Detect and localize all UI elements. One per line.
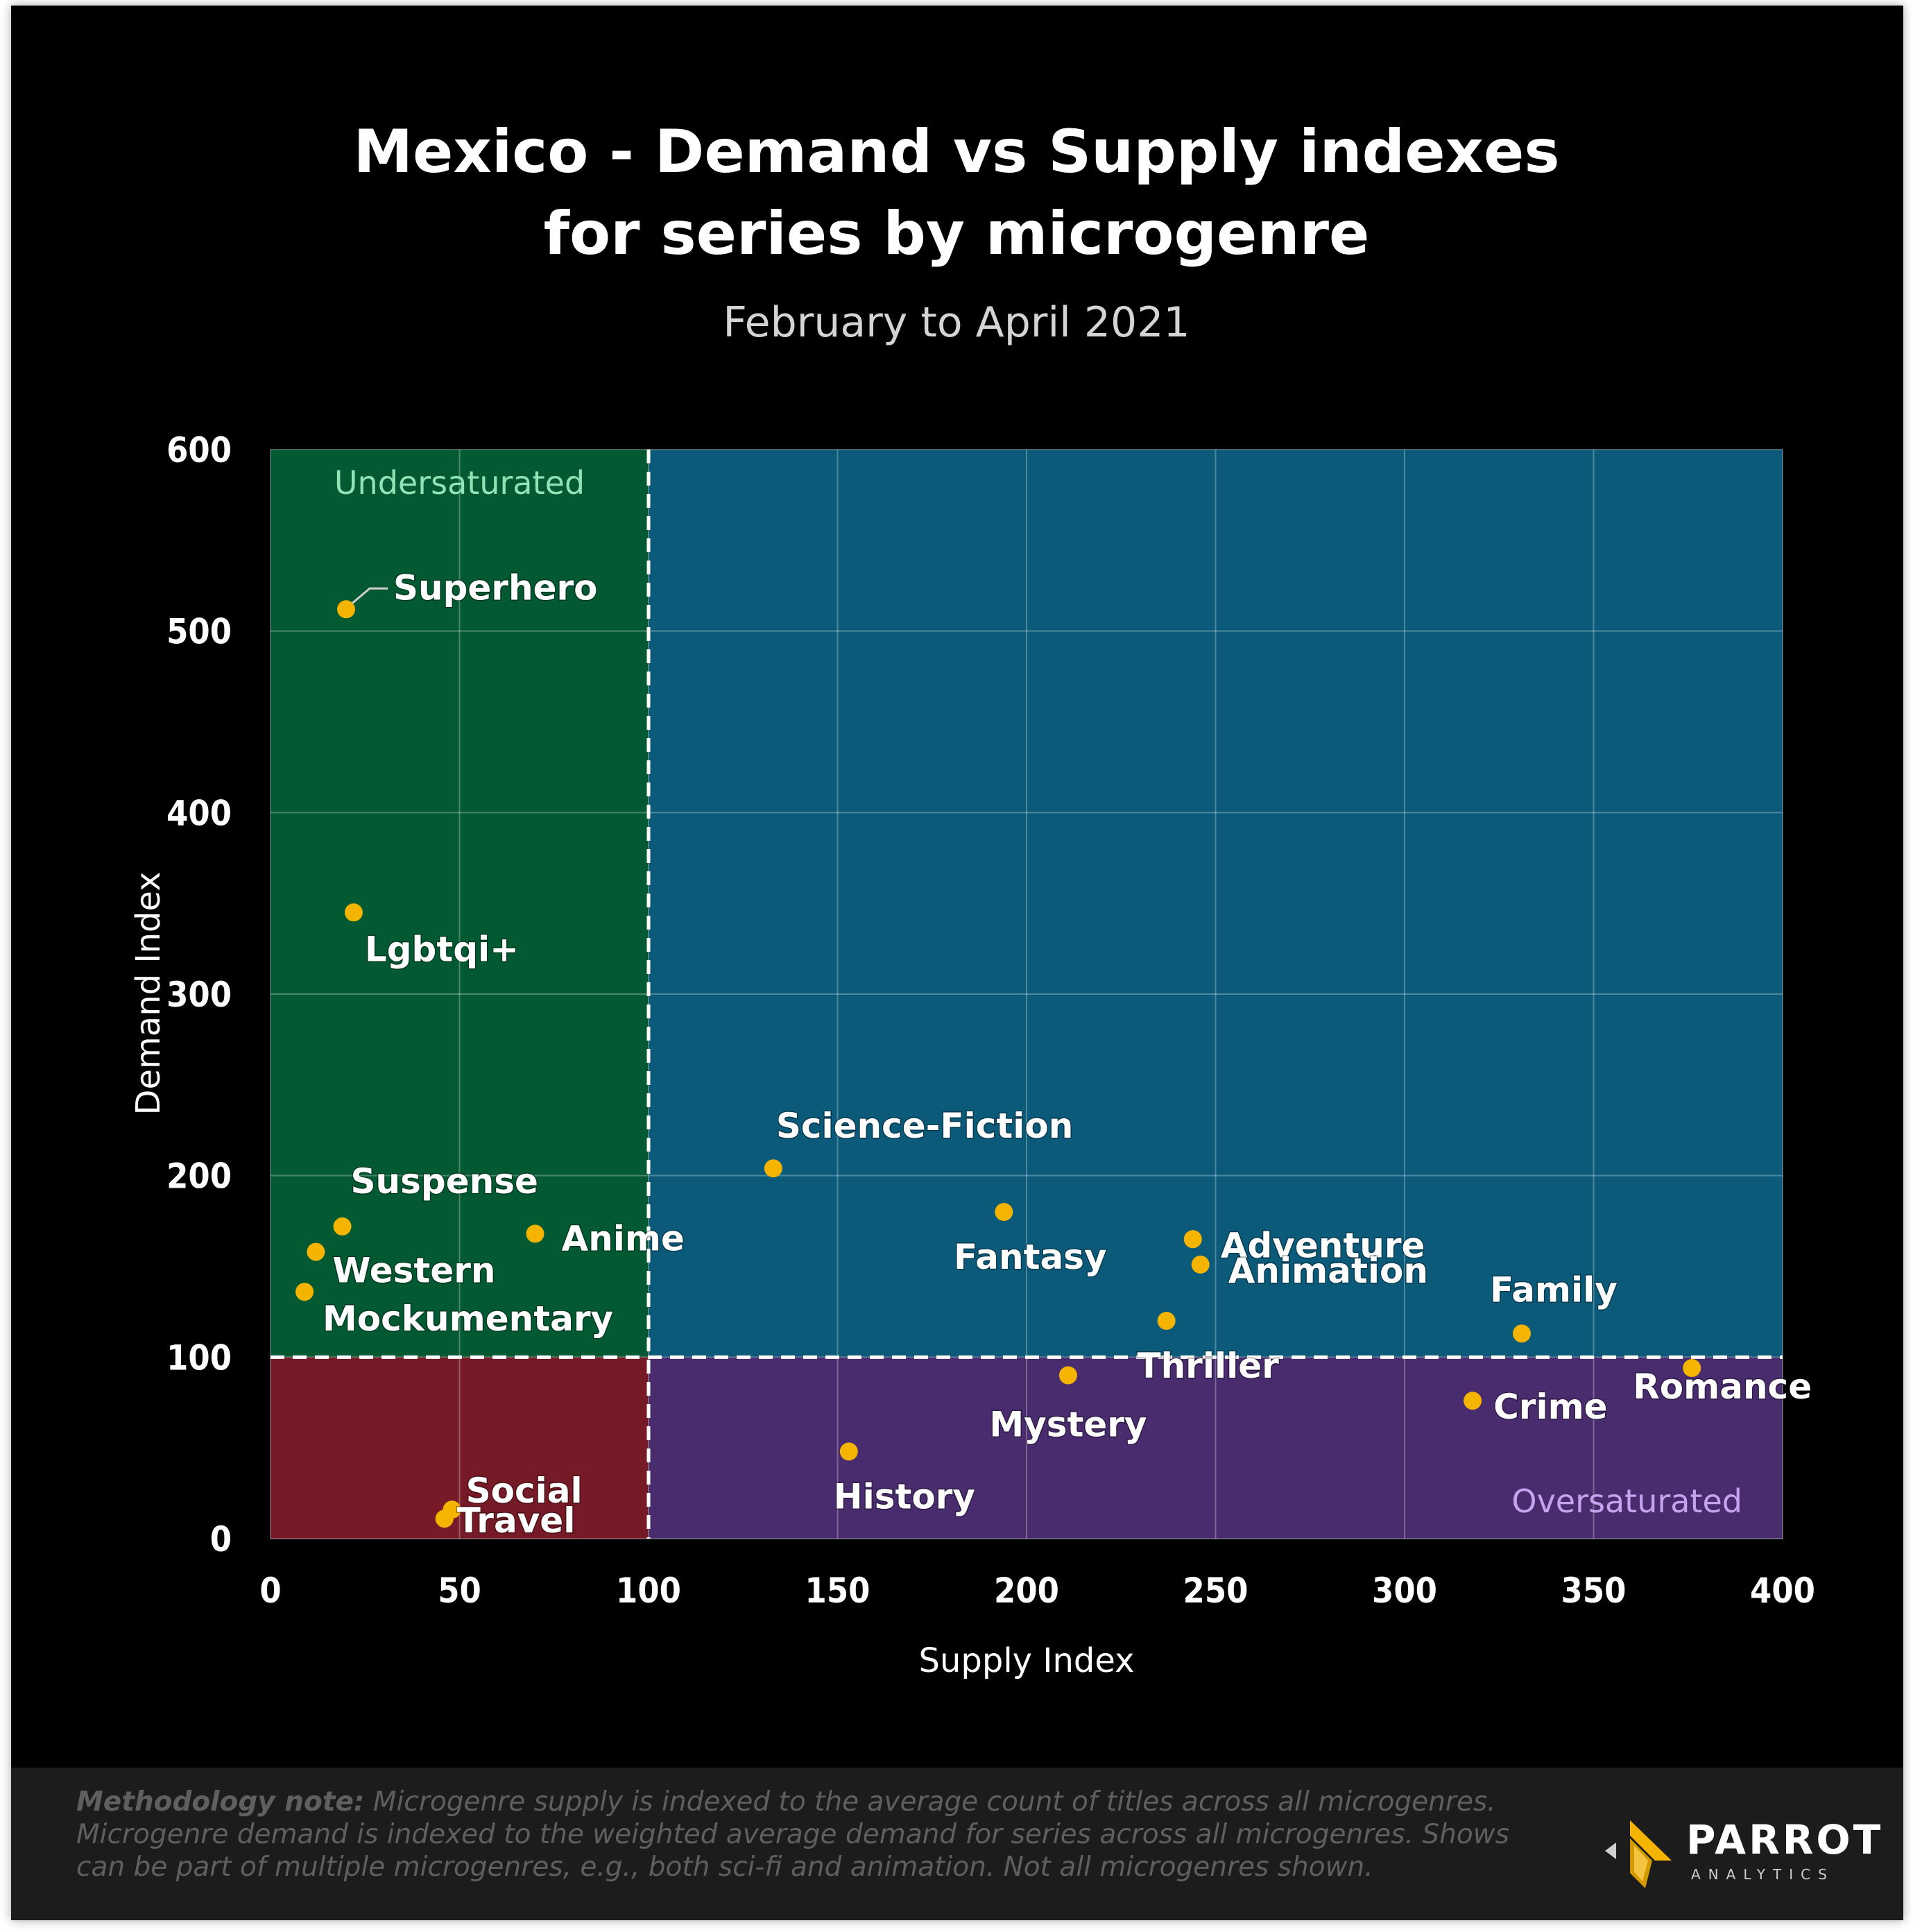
label-history: History [834, 1476, 975, 1516]
undersaturated-label: Undersaturated [334, 464, 585, 502]
parrot-analytics-logo: PARROT ANALYTICS [1599, 1815, 1891, 1891]
label-mockumentary: Mockumentary [323, 1299, 613, 1339]
label-anime: Anime [562, 1218, 685, 1258]
label-superhero: Superhero [393, 567, 597, 608]
x-tick-label: 300 [1372, 1571, 1437, 1611]
point-crime [1464, 1392, 1482, 1410]
label-adventure: Adventure [1221, 1225, 1425, 1265]
y-tick-label: 400 [166, 793, 232, 833]
y-tick-label: 500 [166, 612, 232, 652]
x-tick-label: 250 [1183, 1571, 1249, 1611]
x-tick-label: 100 [616, 1571, 681, 1611]
y-tick-label: 0 [210, 1519, 232, 1559]
label-science-fiction: Science-Fiction [776, 1106, 1074, 1146]
point-suspense [333, 1217, 352, 1236]
methodology-note-text: Microgenre supply is indexed to the aver… [76, 1786, 1509, 1883]
point-thriller [1157, 1312, 1176, 1330]
label-western: Western [332, 1251, 495, 1291]
chart-subtitle: February to April 2021 [723, 298, 1190, 347]
label-social: Social [466, 1471, 583, 1511]
x-tick-label: 400 [1750, 1571, 1815, 1611]
y-tick-label: 200 [166, 1156, 232, 1197]
point-family [1512, 1324, 1531, 1343]
quadrant-top-right [649, 450, 1783, 1358]
point-adventure [1183, 1230, 1202, 1249]
x-tick-label: 350 [1561, 1571, 1627, 1611]
parrot-mark-icon [1605, 1820, 1672, 1888]
oversaturated-label: Oversaturated [1511, 1482, 1742, 1520]
point-romance [1683, 1359, 1701, 1378]
label-suspense: Suspense [351, 1161, 538, 1202]
methodology-note-label: Methodology note: [76, 1786, 365, 1818]
x-tick-label: 200 [994, 1571, 1059, 1611]
point-travel [435, 1510, 454, 1528]
label-crime: Crime [1493, 1387, 1608, 1427]
point-lgbtqi [344, 903, 363, 922]
superhero-leader-line [351, 587, 388, 605]
label-thriller: Thriller [1137, 1346, 1279, 1386]
footer: Methodology note: Microgenre supply is i… [11, 1768, 1903, 1920]
x-tick-label: 50 [438, 1571, 481, 1611]
label-travel: Travel [457, 1501, 576, 1541]
logo-name: PARROT [1686, 1816, 1884, 1863]
y-tick-label: 100 [166, 1337, 232, 1378]
point-science-fiction [764, 1159, 782, 1178]
x-tick-label: 150 [805, 1571, 870, 1611]
logo-subtitle: ANALYTICS [1691, 1866, 1835, 1883]
x-axis-label: Supply Index [919, 1641, 1135, 1680]
scatter-chart: Undersaturated Oversaturated Superhero Lgb… [129, 430, 1815, 1680]
y-tick-label: 300 [166, 975, 232, 1015]
methodology-note: Methodology note: Microgenre supply is i… [76, 1786, 1561, 1883]
point-fantasy [995, 1203, 1013, 1221]
label-fantasy: Fantasy [954, 1237, 1107, 1277]
point-anime [526, 1224, 544, 1243]
y-tick-label: 600 [166, 430, 232, 470]
quadrant-undersaturated [271, 450, 649, 1358]
chart-title: Mexico - Demand vs Supply indexes for se… [0, 111, 1913, 275]
label-family: Family [1490, 1270, 1618, 1310]
chart-title-line-1: Mexico - Demand vs Supply indexes [353, 117, 1560, 187]
chart-title-line-2: for series by microgenre [543, 199, 1370, 268]
label-mystery: Mystery [989, 1405, 1147, 1445]
point-superhero [337, 600, 355, 619]
point-mockumentary [295, 1283, 314, 1301]
label-lgbtqi: Lgbtqi+ [365, 929, 519, 969]
point-mystery [1058, 1366, 1077, 1385]
point-western [307, 1242, 325, 1261]
quadrant-oversaturated [649, 1357, 1783, 1539]
point-animation [1191, 1255, 1210, 1274]
point-history [839, 1442, 858, 1461]
y-axis-label: Demand Index [129, 872, 168, 1115]
label-romance: Romance [1633, 1367, 1812, 1407]
x-tick-label: 0 [259, 1571, 281, 1611]
label-animation: Animation [1228, 1251, 1428, 1291]
